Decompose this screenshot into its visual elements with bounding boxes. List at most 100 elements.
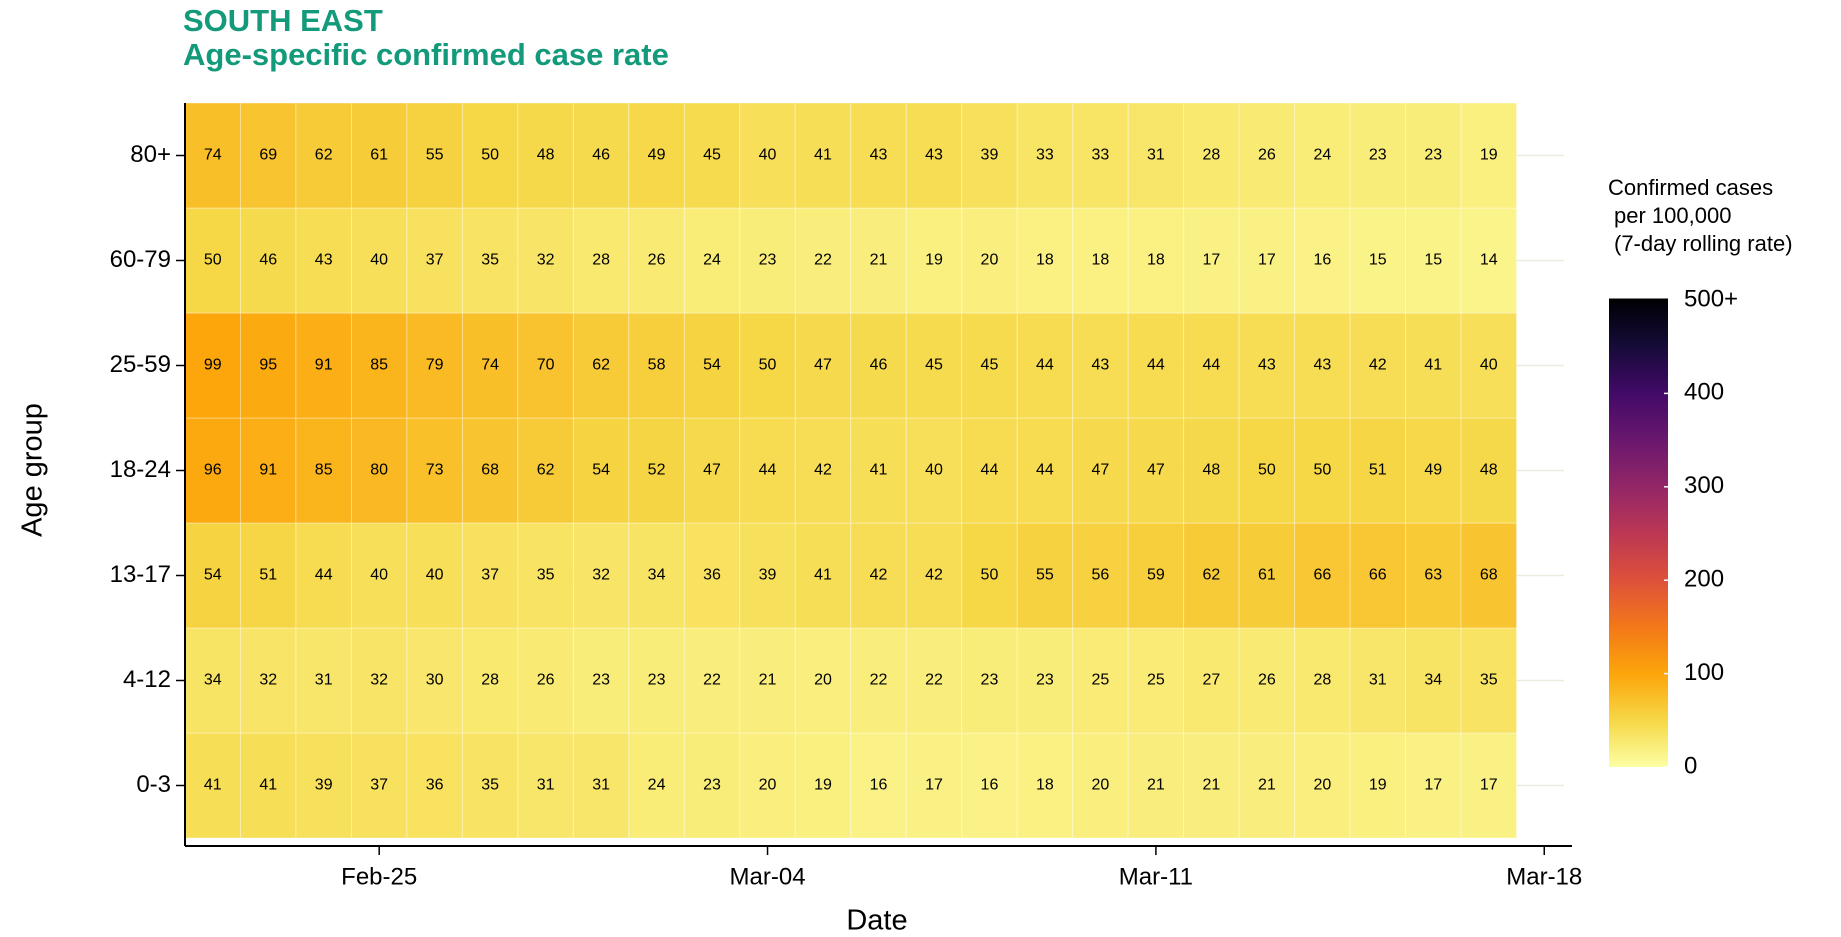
cell-label: 40	[1480, 357, 1498, 374]
colorbar-tick-label: 400	[1684, 379, 1724, 406]
heat-cell	[1238, 312, 1296, 419]
cell-label: 52	[648, 462, 666, 479]
heat-cell	[628, 522, 685, 629]
cell-label: 32	[592, 567, 610, 584]
heat-cell	[517, 522, 574, 629]
cell-label: 30	[426, 672, 444, 689]
cell-label: 36	[426, 777, 444, 794]
heat-cell	[406, 627, 463, 734]
cell-label: 22	[870, 672, 888, 689]
cell-label: 50	[1313, 462, 1331, 479]
heat-cell	[1127, 312, 1185, 419]
heat-cell	[239, 417, 297, 524]
heat-cell	[1460, 207, 1518, 314]
cell-label: 40	[370, 252, 388, 269]
cell-label: 44	[1036, 357, 1054, 374]
cell-label: 23	[648, 672, 666, 689]
cell-label: 18	[1036, 252, 1054, 269]
cell-label: 61	[370, 147, 388, 164]
cell-label: 62	[592, 357, 610, 374]
cell-label: 61	[1258, 567, 1276, 584]
heat-cell	[1349, 522, 1407, 629]
cell-label: 62	[1202, 567, 1220, 584]
heat-cell	[850, 627, 907, 734]
cell-label: 19	[925, 252, 943, 269]
heat-cell	[1238, 522, 1296, 629]
cell-label: 20	[1092, 777, 1110, 794]
heat-cell	[683, 102, 741, 209]
heat-cell	[1238, 627, 1296, 734]
cell-label: 70	[537, 357, 555, 374]
heat-cell	[961, 207, 1018, 314]
cell-label: 31	[1147, 147, 1165, 164]
cell-label: 50	[481, 147, 499, 164]
legend-title: Confirmed cases	[1608, 175, 1773, 200]
heat-cell	[572, 417, 630, 524]
cell-label: 21	[759, 672, 777, 689]
heat-cell	[961, 312, 1018, 419]
heat-cell	[961, 627, 1018, 734]
heat-cell	[239, 627, 297, 734]
cell-label: 20	[981, 252, 999, 269]
cell-label: 32	[259, 672, 277, 689]
cell-label: 48	[1480, 462, 1498, 479]
colorbar-tick-label: 100	[1684, 659, 1724, 686]
cell-label: 42	[870, 567, 888, 584]
cell-label: 47	[814, 357, 832, 374]
heat-cell	[905, 312, 963, 419]
heat-cell	[350, 522, 408, 629]
cell-label: 37	[481, 567, 499, 584]
heat-cell	[517, 417, 574, 524]
cell-label: 96	[204, 462, 222, 479]
x-tick-label: Mar-18	[1506, 863, 1582, 890]
cell-label: 39	[981, 147, 999, 164]
cell-label: 49	[1424, 462, 1442, 479]
cell-label: 20	[814, 672, 832, 689]
cell-label: 18	[1036, 777, 1054, 794]
cell-label: 31	[1369, 672, 1387, 689]
y-tick-label: 18-24	[110, 456, 171, 483]
heat-cell	[683, 207, 741, 314]
legend-title: per 100,000	[1614, 203, 1731, 228]
cell-label: 40	[426, 567, 444, 584]
cell-label: 33	[1036, 147, 1054, 164]
cell-label: 48	[1202, 462, 1220, 479]
heat-cell	[572, 102, 630, 209]
cell-label: 50	[759, 357, 777, 374]
heat-cell	[794, 732, 852, 839]
heat-cell	[1072, 102, 1129, 209]
cell-label: 23	[1036, 672, 1054, 689]
heat-cell	[350, 102, 408, 209]
cell-label: 17	[1202, 252, 1220, 269]
heat-cell	[739, 102, 796, 209]
cell-label: 42	[814, 462, 832, 479]
heat-cell	[1349, 102, 1407, 209]
cell-label: 25	[1092, 672, 1110, 689]
cell-label: 80	[370, 462, 388, 479]
heat-cell	[683, 417, 741, 524]
heat-cell	[1238, 732, 1296, 839]
cell-label: 35	[481, 252, 499, 269]
cell-label: 49	[648, 147, 666, 164]
heat-cell	[295, 417, 352, 524]
cell-label: 50	[1258, 462, 1276, 479]
colorbar-tick-label: 300	[1684, 472, 1724, 499]
cell-label: 18	[1092, 252, 1110, 269]
cell-label: 15	[1424, 252, 1442, 269]
x-tick-label: Mar-11	[1119, 863, 1193, 890]
cell-label: 16	[1313, 252, 1331, 269]
cell-label: 41	[204, 777, 222, 794]
cell-label: 32	[370, 672, 388, 689]
heat-cell	[1183, 522, 1240, 629]
heat-cell	[406, 207, 463, 314]
heat-cell	[1294, 417, 1351, 524]
heat-cell	[850, 312, 907, 419]
heat-cell	[1294, 102, 1351, 209]
colorbar-tick-label: 500+	[1684, 285, 1738, 312]
cell-label: 35	[537, 567, 555, 584]
cell-label: 20	[1313, 777, 1331, 794]
cell-label: 45	[703, 147, 721, 164]
cell-label: 45	[925, 357, 943, 374]
heat-cell	[295, 102, 352, 209]
heat-cell	[683, 522, 741, 629]
